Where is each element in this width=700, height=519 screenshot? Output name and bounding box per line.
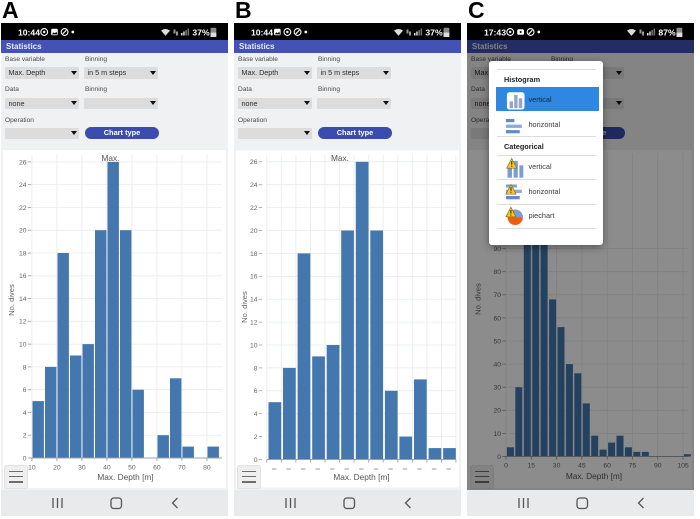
svg-text:No. dives: No. dives (240, 291, 249, 323)
svg-text:90: 90 (654, 463, 662, 470)
svg-text:Max. Depth [m]: Max. Depth [m] (333, 472, 389, 482)
svg-text:22: 22 (250, 205, 258, 212)
svg-text:0: 0 (504, 463, 508, 470)
svg-text:30: 30 (553, 463, 561, 470)
svg-text:6: 6 (23, 387, 27, 394)
svg-text:Max.: Max. (102, 153, 120, 163)
svg-text:12: 12 (250, 320, 258, 327)
svg-text:14: 14 (250, 297, 258, 304)
svg-text:105: 105 (677, 463, 689, 470)
svg-text:75: 75 (629, 463, 637, 470)
svg-text:20: 20 (19, 228, 27, 235)
svg-text:60: 60 (603, 463, 611, 470)
svg-text:50: 50 (128, 465, 136, 472)
svg-text:0: 0 (254, 457, 258, 464)
svg-text:8: 8 (254, 365, 258, 372)
svg-text:4: 4 (23, 410, 27, 417)
svg-text:70: 70 (493, 292, 501, 299)
svg-text:0: 0 (497, 454, 501, 461)
svg-text:10:44: 10:44 (251, 27, 273, 37)
svg-text:24: 24 (19, 182, 27, 189)
svg-text:40: 40 (493, 362, 501, 369)
svg-text:No. dives: No. dives (474, 283, 483, 315)
svg-text:10: 10 (28, 465, 36, 472)
svg-text:24: 24 (250, 182, 258, 189)
svg-text:2: 2 (254, 434, 258, 441)
svg-text:30: 30 (493, 385, 501, 392)
svg-text:Max.: Max. (331, 153, 349, 163)
svg-text:17:43: 17:43 (484, 27, 506, 37)
svg-text:15: 15 (528, 463, 536, 470)
svg-text:6: 6 (254, 388, 258, 395)
svg-text:20: 20 (53, 465, 61, 472)
svg-text:37%: 37% (425, 27, 443, 37)
svg-text:0: 0 (23, 455, 27, 462)
svg-text:80: 80 (493, 269, 501, 276)
svg-text:4: 4 (254, 411, 258, 418)
svg-text:37%: 37% (192, 27, 210, 37)
svg-text:18: 18 (19, 250, 27, 257)
svg-text:No. dives: No. dives (7, 284, 16, 316)
svg-text:10: 10 (19, 342, 27, 349)
svg-text:26: 26 (250, 159, 258, 166)
svg-text:8: 8 (23, 364, 27, 371)
svg-text:20: 20 (493, 408, 501, 415)
svg-text:20: 20 (250, 228, 258, 235)
svg-text:12: 12 (19, 319, 27, 326)
svg-text:70: 70 (178, 465, 186, 472)
svg-text:10: 10 (250, 342, 258, 349)
svg-text:87%: 87% (658, 27, 676, 37)
svg-text:50: 50 (493, 338, 501, 345)
svg-text:14: 14 (19, 296, 27, 303)
svg-text:Max. Depth [m]: Max. Depth [m] (566, 471, 622, 481)
svg-text:18: 18 (250, 251, 258, 258)
svg-text:22: 22 (19, 205, 27, 212)
svg-text:2: 2 (23, 433, 27, 440)
svg-text:30: 30 (78, 465, 86, 472)
svg-text:16: 16 (250, 274, 258, 281)
svg-text:80: 80 (203, 465, 211, 472)
svg-text:Max. Depth [m]: Max. Depth [m] (97, 472, 153, 482)
svg-text:60: 60 (493, 315, 501, 322)
svg-text:40: 40 (103, 465, 111, 472)
svg-text:90: 90 (493, 246, 501, 253)
svg-text:10:44: 10:44 (18, 27, 40, 37)
svg-text:45: 45 (578, 463, 586, 470)
svg-text:10: 10 (493, 431, 501, 438)
svg-text:60: 60 (153, 465, 161, 472)
svg-text:26: 26 (19, 159, 27, 166)
svg-text:16: 16 (19, 273, 27, 280)
